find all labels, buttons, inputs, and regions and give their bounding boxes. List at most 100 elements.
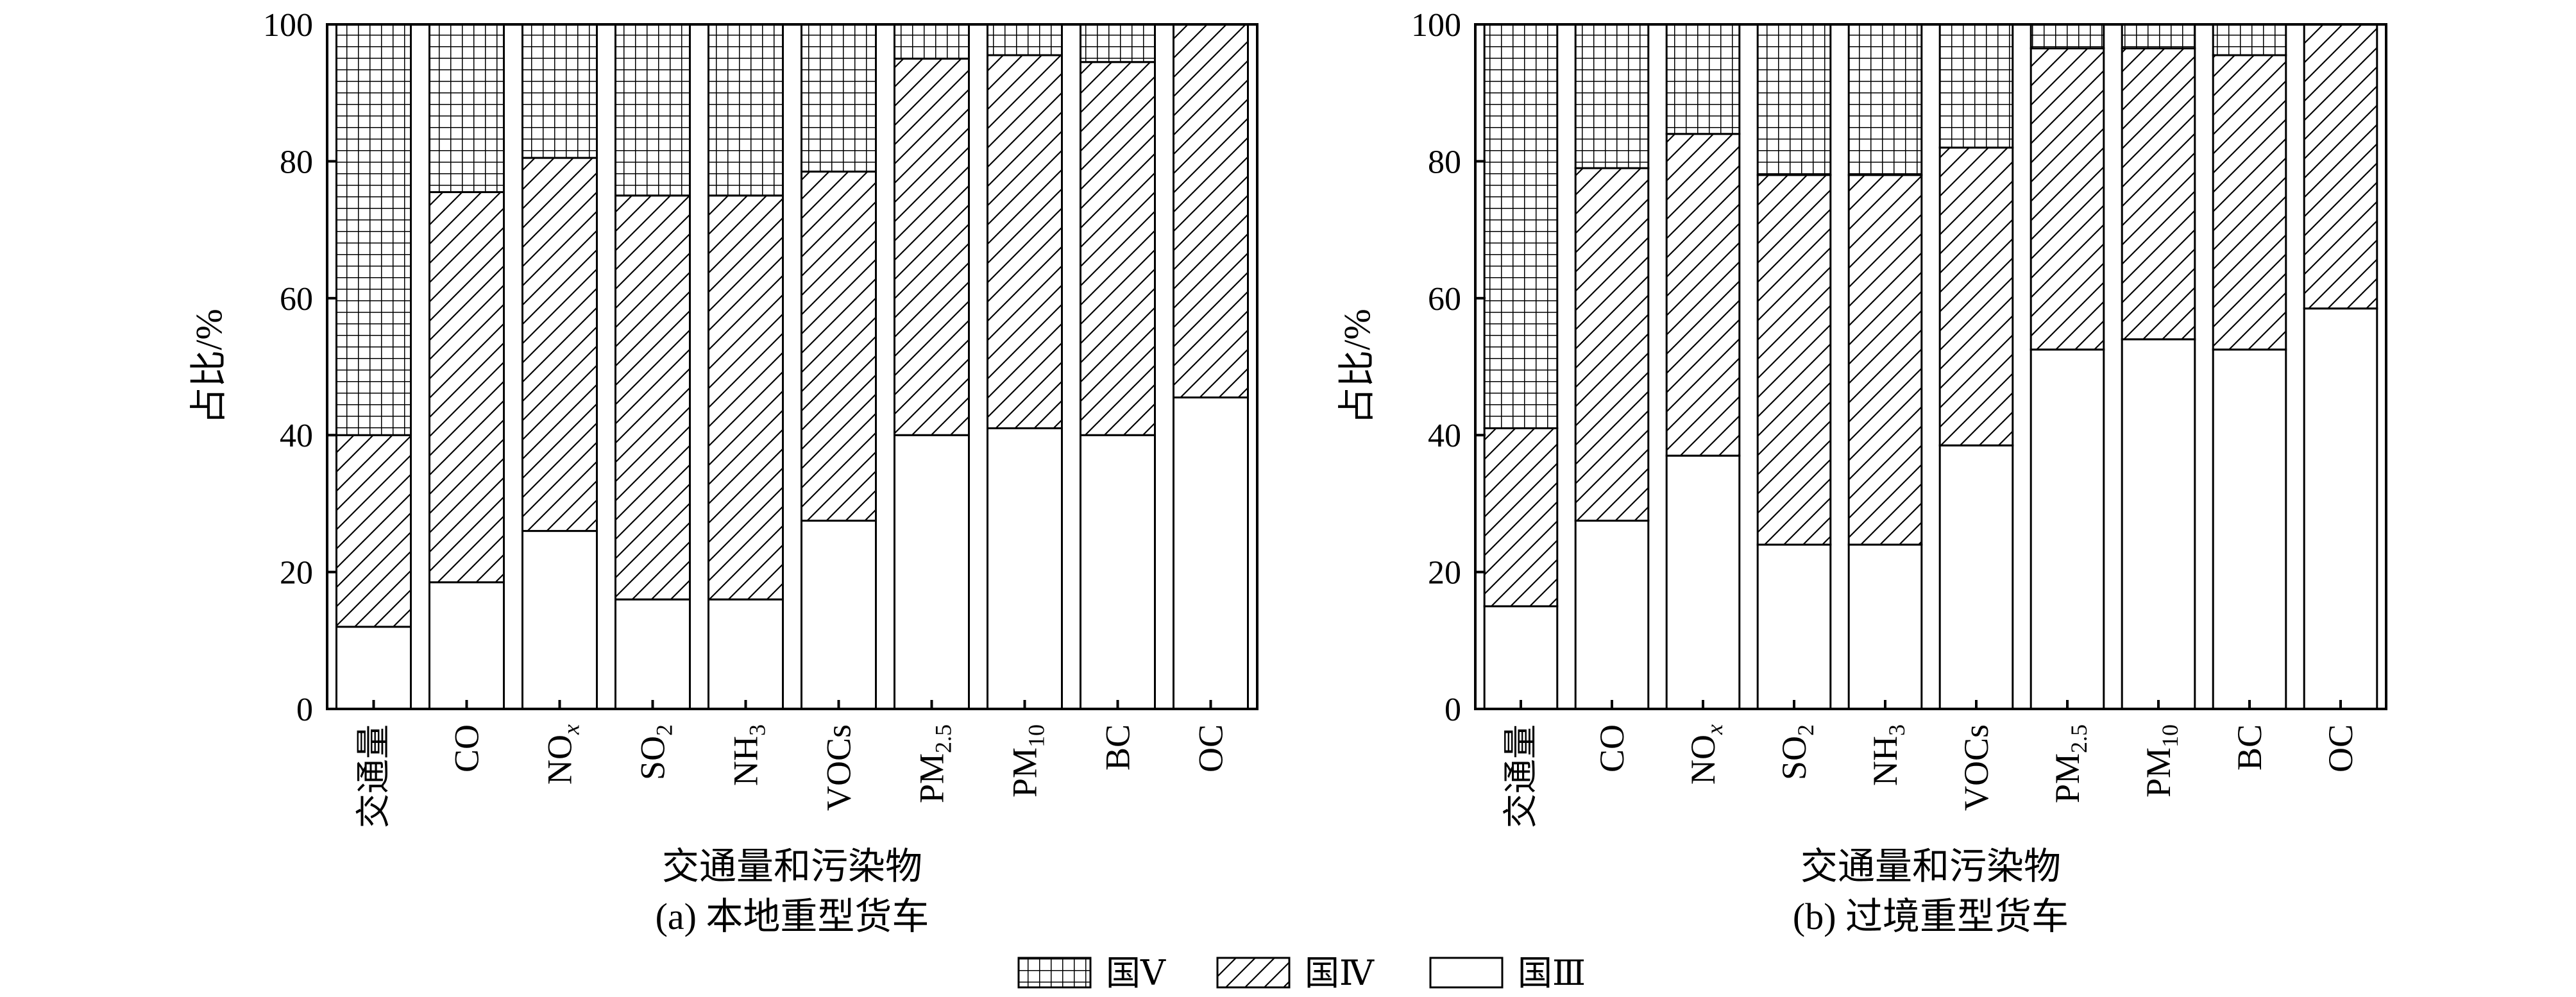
bar-segment-0-1-2	[428, 23, 505, 193]
bar-segment-1-4-0	[1847, 543, 1923, 710]
bar-segment-0-3-1	[614, 194, 691, 601]
y-tick-label: 80	[1428, 144, 1461, 180]
category-label: OC	[1192, 724, 1230, 772]
category-label: SO2	[634, 724, 677, 780]
category-label: VOCs	[820, 724, 858, 811]
bar-segment-1-1-1	[1574, 167, 1650, 522]
bar-segment-0-5-2	[801, 23, 877, 173]
chart-panel-0: 0 20 40 60 80 100 交通量 CO NOx SO2 NH3 VOCs PM2.5 PM10 B…	[188, 7, 1258, 937]
category-label: 交通量	[1502, 724, 1540, 828]
y-tick-label: 40	[1428, 418, 1461, 454]
legend-swatch-none	[1429, 957, 1504, 989]
bar-segment-0-4-2	[708, 23, 784, 197]
category-label: CO	[1593, 724, 1631, 772]
bar-segment-1-0-2	[1483, 23, 1559, 430]
legend-label: 国Ⅳ	[1305, 954, 1375, 993]
bar-segment-0-5-1	[801, 170, 877, 522]
bar-segment-0-8-1	[1080, 61, 1156, 436]
bar-segment-1-6-0	[2029, 348, 2105, 710]
bar-segment-1-2-0	[1665, 454, 1741, 710]
bar-segment-0-9-1	[1173, 23, 1249, 399]
bar-segment-1-4-1	[1847, 174, 1923, 546]
category-label: BC	[2230, 724, 2269, 771]
bar-segment-0-9-0	[1173, 396, 1249, 710]
bar-segment-0-3-0	[614, 598, 691, 710]
bar-segment-1-8-0	[2212, 348, 2287, 710]
y-tick-label: 20	[1428, 555, 1461, 592]
category-label: NOx	[541, 724, 584, 785]
y-tick-label: 60	[280, 281, 313, 318]
category-label: PM10	[2139, 724, 2183, 797]
category-label: NH3	[727, 724, 770, 786]
category-label: NOx	[1684, 724, 1727, 785]
bar-segment-0-4-0	[708, 598, 784, 710]
bar-segment-1-0-1	[1483, 427, 1559, 608]
bar-segment-1-6-2	[2029, 23, 2105, 49]
x-axis-title: 交通量和污染物	[662, 846, 922, 887]
legend: 国Ⅴ 国Ⅳ 国Ⅲ	[1017, 954, 1586, 993]
chart-panel-1: 0 20 40 60 80 100 交通量 CO NOx SO2 NH3 VOCs PM2.5 PM10 B…	[1336, 7, 2387, 937]
category-label: NH3	[1866, 724, 1910, 786]
bar-segment-1-9-0	[2303, 307, 2378, 710]
bar-segment-0-3-2	[614, 23, 691, 197]
category-label: PM2.5	[2048, 724, 2092, 803]
bar-segment-1-7-1	[2121, 47, 2196, 341]
bar-segment-1-3-0	[1756, 543, 1832, 710]
bar-segment-0-7-1	[987, 54, 1063, 430]
category-label: PM2.5	[913, 724, 956, 803]
bar-segment-1-3-1	[1756, 174, 1832, 546]
bar-segment-0-0-2	[335, 23, 412, 436]
y-tick-label: 20	[280, 555, 313, 592]
bar-segment-1-3-2	[1756, 23, 1832, 176]
bar-segment-1-1-0	[1574, 520, 1650, 710]
y-tick-label: 60	[1428, 281, 1461, 318]
bar-segment-0-6-2	[894, 23, 970, 60]
category-label: SO2	[1775, 724, 1818, 780]
legend-swatch-hatch	[1216, 957, 1291, 989]
y-tick-label: 100	[1411, 7, 1461, 44]
y-tick-label: 100	[263, 7, 313, 44]
legend-label: 国Ⅴ	[1106, 954, 1166, 993]
bar-segment-0-6-1	[894, 57, 970, 436]
bar-segment-1-5-0	[1938, 444, 2014, 710]
bar-segment-0-8-0	[1080, 434, 1156, 710]
bar-segment-1-2-2	[1665, 23, 1741, 135]
bar-segment-0-7-0	[987, 427, 1063, 710]
bar-segment-0-5-0	[801, 520, 877, 710]
y-axis-title: 占比/%	[1336, 309, 1378, 424]
bar-segment-0-0-0	[335, 626, 412, 710]
plot-frame	[326, 23, 1258, 710]
bar-segment-0-4-1	[708, 194, 784, 601]
bar-segment-0-7-2	[987, 23, 1063, 56]
legend-swatch-grid	[1017, 957, 1092, 989]
category-label: VOCs	[1957, 724, 1996, 811]
bar-segment-0-2-0	[521, 530, 598, 710]
bar-segment-0-1-0	[428, 581, 505, 710]
bar-segment-0-1-1	[428, 191, 505, 584]
category-label: CO	[448, 724, 486, 772]
panel-caption: (b) 过境重型货车	[1793, 896, 2069, 937]
bar-segment-1-8-1	[2212, 54, 2287, 351]
bar-segment-0-6-0	[894, 434, 970, 710]
category-label: OC	[2321, 724, 2360, 772]
bar-segment-0-0-1	[335, 434, 412, 628]
legend-label: 国Ⅲ	[1518, 954, 1586, 993]
bar-segment-0-2-1	[521, 157, 598, 533]
plot-frame	[1474, 23, 2387, 710]
bar-segment-1-7-2	[2121, 23, 2196, 49]
category-label: BC	[1099, 724, 1137, 771]
bar-segment-1-2-1	[1665, 133, 1741, 457]
bar-segment-1-8-2	[2212, 23, 2287, 56]
bar-segment-1-5-2	[1938, 23, 2014, 149]
x-axis-title: 交通量和污染物	[1801, 846, 2061, 887]
bar-segment-1-5-1	[1938, 146, 2014, 447]
y-tick-label: 0	[1445, 692, 1461, 728]
bar-segment-1-6-1	[2029, 47, 2105, 351]
bar-segment-1-7-0	[2121, 338, 2196, 710]
y-tick-label: 0	[296, 692, 313, 728]
category-label: PM10	[1006, 724, 1049, 797]
bar-segment-1-4-2	[1847, 23, 1923, 176]
bar-segment-1-9-1	[2303, 23, 2378, 310]
y-tick-label: 80	[280, 144, 313, 180]
